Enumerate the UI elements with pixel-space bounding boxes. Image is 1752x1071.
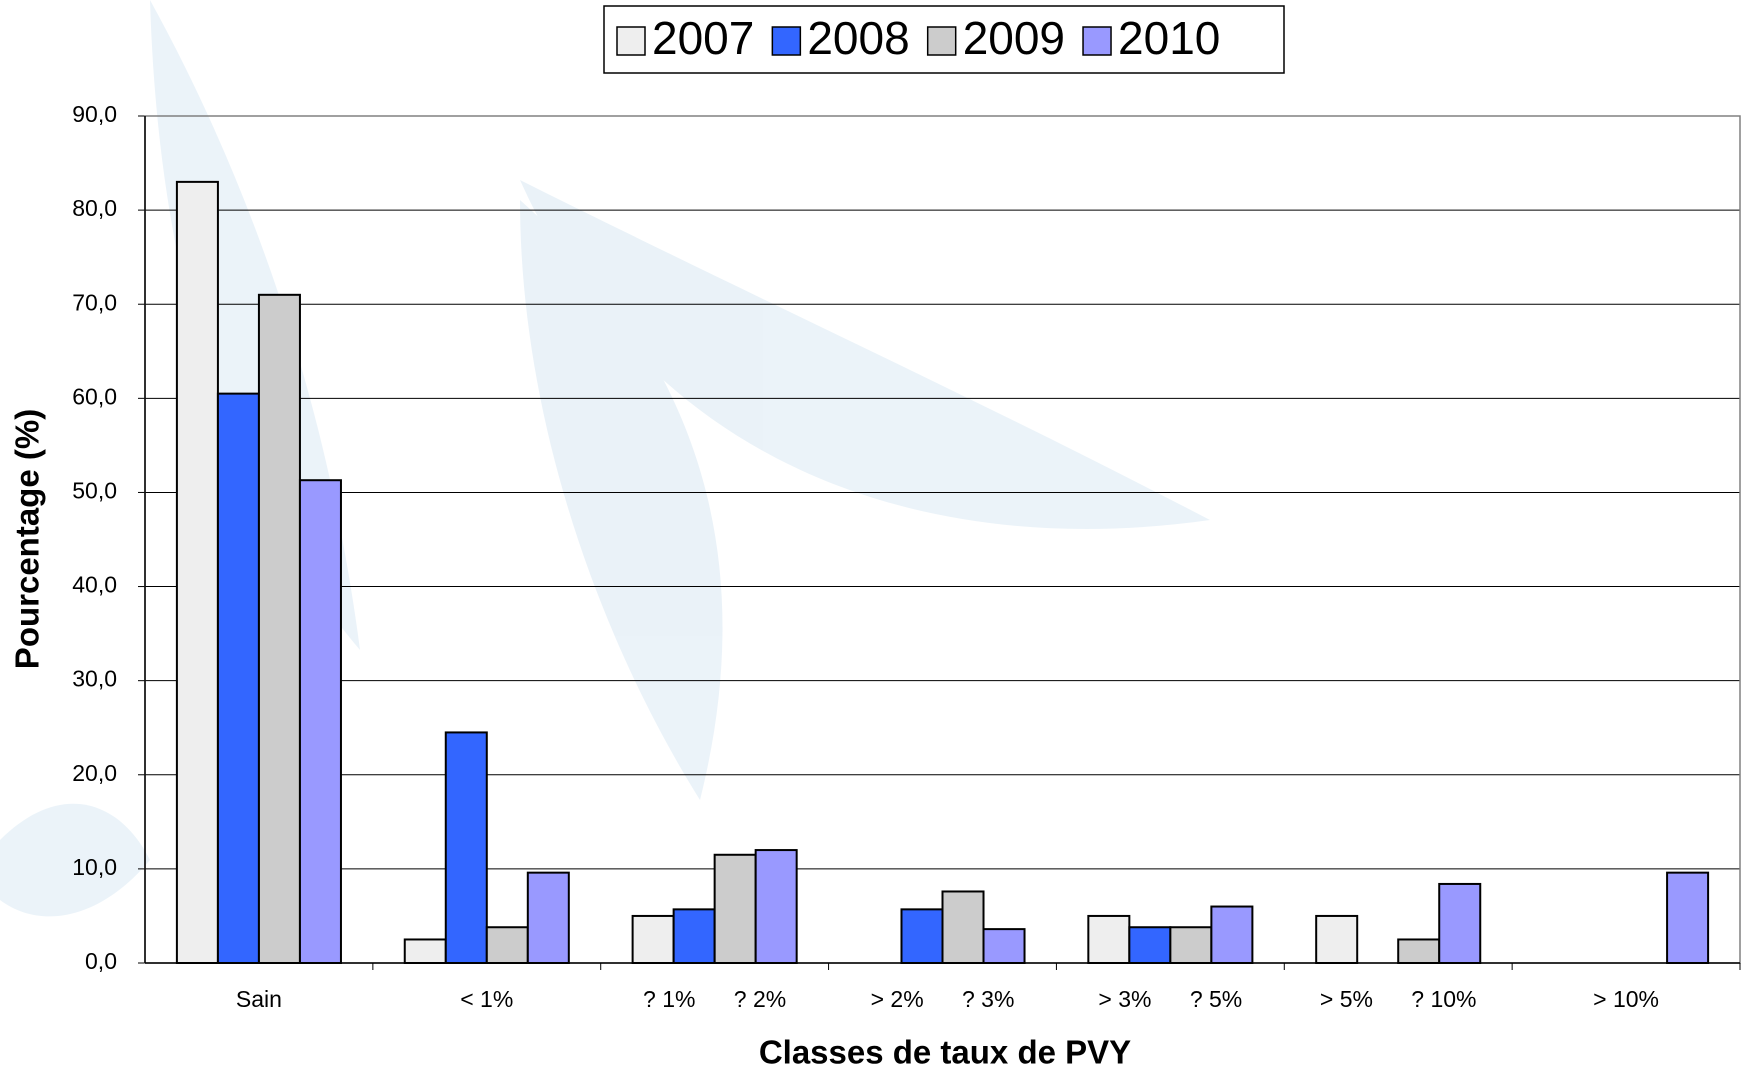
bar [901,909,942,963]
bar [1129,927,1170,963]
y-tick-label: 60,0 [72,383,117,409]
bar [1211,907,1252,963]
page: {"chart_data": {"type": "bar", "categori… [0,0,1752,1071]
bar [177,182,218,963]
bar [259,295,300,963]
x-tick-label: > 3% ? 5% [1098,986,1242,1012]
legend-swatch [928,27,956,55]
x-tick-label: Sain [236,986,282,1012]
bar [528,873,569,963]
legend-label: 2009 [963,12,1065,64]
legend-label: 2008 [807,12,909,64]
bar [1170,927,1211,963]
bar [446,732,487,963]
bar [1667,873,1708,963]
plot-area: 0,0 10,0 20,0 30,0 40,0 50,0 60,0 70,0 80,0 90,0 S… [72,101,1740,1012]
y-tick-label: 0,0 [85,948,117,974]
bar [300,480,341,963]
y-tick-label: 20,0 [72,760,117,786]
x-tick-label: > 10% [1593,986,1659,1012]
legend-swatch [772,27,800,55]
y-tick-label: 10,0 [72,854,117,880]
y-tick-label: 30,0 [72,666,117,692]
bar [674,909,715,963]
bar [633,916,674,963]
bar [487,927,528,963]
bar [1398,939,1439,963]
x-tick-label: > 5% ? 10% [1320,986,1477,1012]
x-tick-label: > 2% ? 3% [871,986,1015,1012]
legend-label: 2010 [1118,12,1220,64]
legend-swatch [617,27,645,55]
x-tick-label: < 1% [460,986,513,1012]
bar [984,929,1025,963]
y-tick-label: 50,0 [72,478,117,504]
bar [1088,916,1129,963]
bar [943,891,984,963]
y-tick-label: 70,0 [72,289,117,315]
y-tick-label: 80,0 [72,195,117,221]
legend-label: 2007 [652,12,754,64]
y-axis-title: Pourcentage (%) [9,409,46,669]
y-tick-label: 90,0 [72,101,117,127]
bar [405,939,446,963]
x-tick-label: ? 1% ? 2% [643,986,786,1012]
x-axis-title: Classes de taux de PVY [759,1034,1131,1071]
plot-frame [145,116,1740,963]
legend-swatch [1083,27,1111,55]
y-tick-label: 40,0 [72,572,117,598]
bar [756,850,797,963]
bar [715,855,756,963]
bar [1316,916,1357,963]
chart: 0,0 10,0 20,0 30,0 40,0 50,0 60,0 70,0 80,0 90,0 S… [0,0,1752,1071]
bar [1439,884,1480,963]
bar [218,394,259,963]
